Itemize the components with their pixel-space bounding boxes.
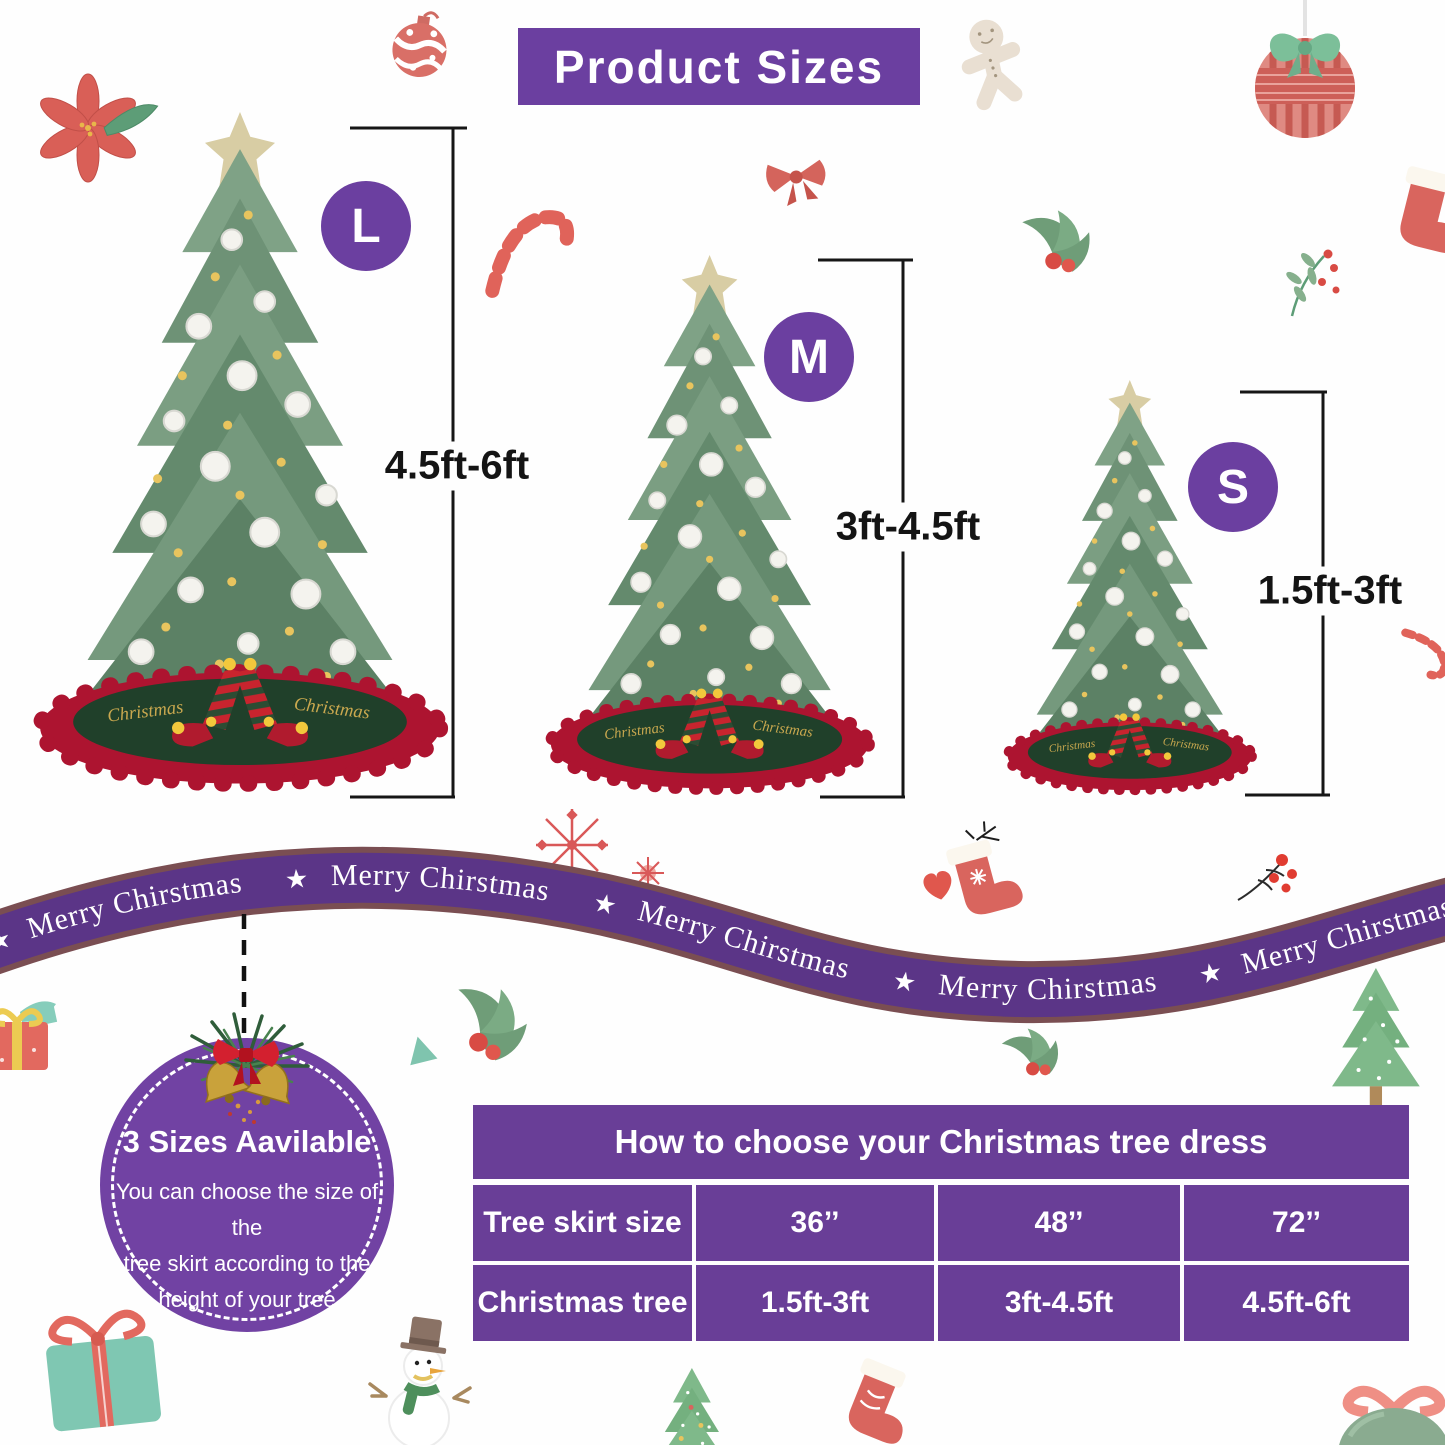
svg-text:★: ★ <box>284 864 310 895</box>
stocking-icon <box>1390 165 1445 257</box>
ribbon-star-icon: ★ <box>891 965 919 998</box>
page-title: Product Sizes <box>553 40 885 93</box>
heart-icon <box>923 871 952 900</box>
pine-tree-icon <box>656 1368 728 1445</box>
dome-gift-icon <box>1339 1385 1445 1445</box>
ornament-ball-icon <box>392 11 447 77</box>
badge-title: 3 Sizes Aavilable <box>122 1124 372 1159</box>
holly-icon <box>1022 203 1102 277</box>
stocking-icon <box>838 1356 925 1445</box>
gift-box-icon <box>46 1309 161 1432</box>
size-badge-s: S <box>1188 442 1278 532</box>
size-badge-m: M <box>764 312 854 402</box>
header-banner: Product Sizes <box>518 28 920 105</box>
ornament-bow-icon <box>1255 0 1355 138</box>
pine-tree-icon <box>410 1036 438 1066</box>
ribbon-star-icon: ★ <box>284 864 309 895</box>
table-cell: 1.5ft-3ft <box>696 1265 934 1341</box>
table-cell: 48’’ <box>938 1185 1180 1261</box>
stocking-icon <box>945 821 1026 921</box>
measurement-label-l: 4.5ft-6ft <box>374 441 540 491</box>
size-label: M <box>789 330 829 384</box>
gift-box-icon <box>0 1001 58 1070</box>
holly-icon <box>998 1015 1073 1086</box>
table-cell: 36’’ <box>696 1185 934 1261</box>
table-title: How to choose your Christmas tree dress <box>473 1105 1409 1179</box>
measurement-label-s: 1.5ft-3ft <box>1247 566 1413 616</box>
size-label: L <box>351 199 381 253</box>
table-cell: 3ft-4.5ft <box>938 1265 1180 1341</box>
table-row-label: Tree skirt size <box>473 1185 692 1261</box>
svg-text:★: ★ <box>891 965 920 998</box>
table-grid: Tree skirt size 36’’ 48’’ 72’’ Christmas… <box>473 1185 1409 1341</box>
measurement-label-m: 3ft-4.5ft <box>825 502 991 552</box>
badge-description-line: You can choose the size of the <box>115 1179 379 1240</box>
ribbon-banner: ★ Merry Chirstmas ★ Merry Chirstmas ★ Me… <box>0 859 1445 1007</box>
gingerbread-man-icon <box>961 19 1023 111</box>
size-label: S <box>1216 460 1249 514</box>
candy-cane-icon <box>490 205 573 310</box>
bells-icon <box>184 1012 310 1124</box>
poinsettia-icon <box>40 73 159 183</box>
size-table: How to choose your Christmas tree dress … <box>473 1105 1409 1341</box>
christmas-tree-small <box>1008 380 1252 790</box>
holly-icon <box>439 969 551 1076</box>
pine-tree-icon <box>1332 968 1420 1107</box>
snowman-icon <box>368 1316 472 1445</box>
berry-branch-icon <box>1237 854 1297 901</box>
table-row-label: Christmas tree <box>473 1265 692 1341</box>
red-bow-icon <box>766 159 826 207</box>
candy-cane-icon <box>1394 631 1445 679</box>
badge-description-line: tree skirt according to the <box>123 1251 371 1276</box>
size-badge-l: L <box>321 181 411 271</box>
table-cell: 72’’ <box>1184 1185 1409 1261</box>
berry-sprig-icon <box>1286 249 1340 317</box>
table-cell: 4.5ft-6ft <box>1184 1265 1409 1341</box>
badge-description-line: height of your tree <box>158 1287 336 1312</box>
